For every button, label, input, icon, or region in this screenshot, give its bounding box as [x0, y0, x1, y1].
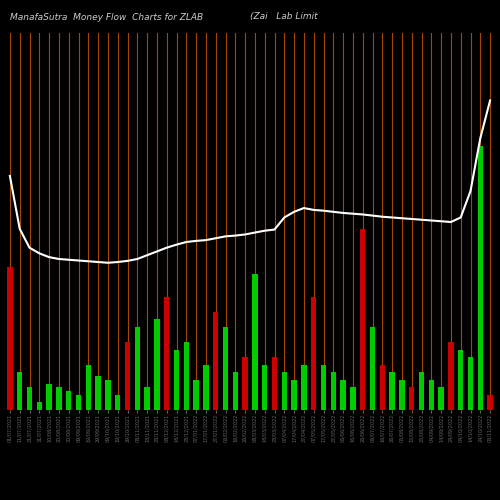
Bar — [272, 357, 277, 410]
Bar — [76, 395, 81, 410]
Bar — [223, 327, 228, 410]
Bar — [321, 364, 326, 410]
Bar — [282, 372, 287, 410]
Bar — [125, 342, 130, 410]
Bar — [428, 380, 434, 410]
Bar — [174, 350, 179, 410]
Bar — [184, 342, 189, 410]
Bar — [311, 297, 316, 410]
Bar — [203, 364, 208, 410]
Bar — [86, 364, 91, 410]
Bar — [370, 327, 375, 410]
Bar — [438, 388, 444, 410]
Bar — [154, 320, 160, 410]
Bar — [380, 364, 385, 410]
Bar — [36, 402, 42, 410]
Text: ManafaSutra  Money Flow  Charts for ZLAB: ManafaSutra Money Flow Charts for ZLAB — [10, 12, 203, 22]
Bar — [115, 395, 120, 410]
Bar — [242, 357, 248, 410]
Bar — [468, 357, 473, 410]
Bar — [488, 395, 493, 410]
Bar — [409, 388, 414, 410]
Bar — [350, 388, 356, 410]
Bar — [330, 372, 336, 410]
Bar — [96, 376, 101, 410]
Bar — [252, 274, 258, 410]
Bar — [66, 391, 71, 410]
Bar — [105, 380, 110, 410]
Bar — [292, 380, 297, 410]
Bar — [164, 297, 170, 410]
Bar — [7, 266, 12, 410]
Bar — [144, 388, 150, 410]
Bar — [390, 372, 395, 410]
Text: (Zai   Lab Limit: (Zai Lab Limit — [250, 12, 318, 22]
Bar — [458, 350, 464, 410]
Bar — [232, 372, 238, 410]
Bar — [360, 229, 366, 410]
Bar — [262, 364, 268, 410]
Bar — [448, 342, 454, 410]
Bar — [17, 372, 22, 410]
Bar — [27, 388, 32, 410]
Bar — [478, 146, 483, 410]
Bar — [301, 364, 306, 410]
Bar — [213, 312, 218, 410]
Bar — [134, 327, 140, 410]
Bar — [399, 380, 404, 410]
Bar — [46, 384, 52, 410]
Bar — [56, 388, 62, 410]
Bar — [194, 380, 199, 410]
Bar — [340, 380, 346, 410]
Bar — [419, 372, 424, 410]
